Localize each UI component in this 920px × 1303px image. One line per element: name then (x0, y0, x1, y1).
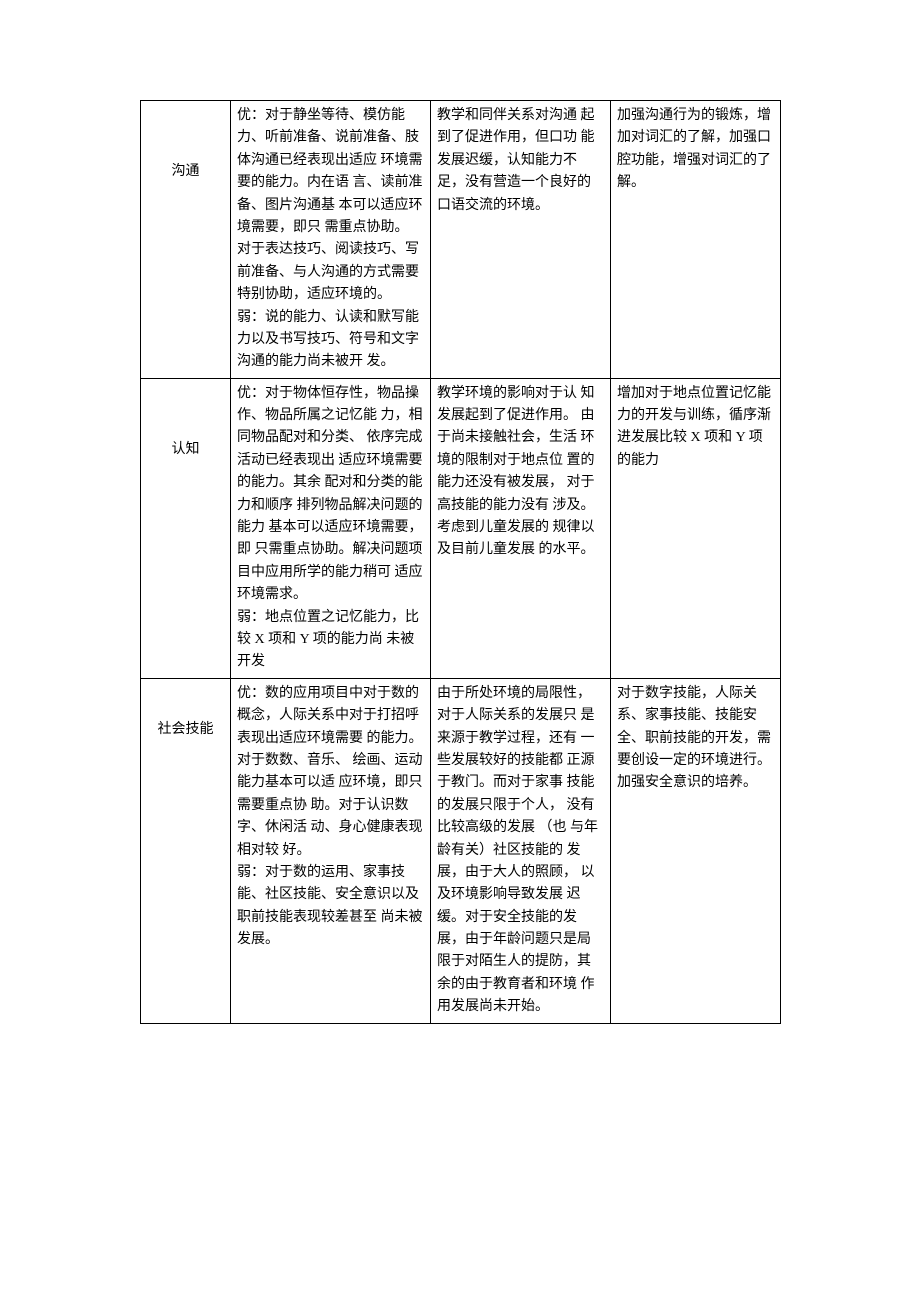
category-cell: 沟通 (141, 101, 231, 379)
strengths-weaknesses-cell: 优：对于静坐等待、模仿能力、听前准备、说前准备、肢体沟通已经表现出适应 环境需要… (231, 101, 431, 379)
table-row: 沟通 优：对于静坐等待、模仿能力、听前准备、说前准备、肢体沟通已经表现出适应 环… (141, 101, 781, 379)
strengths-weaknesses-cell: 优：对于物体恒存性，物品操作、物品所属之记忆能 力，相同物品配对和分类、 依序完… (231, 378, 431, 678)
table-row: 认知 优：对于物体恒存性，物品操作、物品所属之记忆能 力，相同物品配对和分类、 … (141, 378, 781, 678)
strengths-weaknesses-cell: 优：数的应用项目中对于数的概念，人际关系中对于打招呼表现出适应环境需要 的能力。… (231, 678, 431, 1023)
table-row: 社会技能 优：数的应用项目中对于数的概念，人际关系中对于打招呼表现出适应环境需要… (141, 678, 781, 1023)
environment-cell: 教学环境的影响对于认 知发展起到了促进作用。 由于尚未接触社会，生活 环境的限制… (431, 378, 611, 678)
category-cell: 认知 (141, 378, 231, 678)
category-cell: 社会技能 (141, 678, 231, 1023)
suggestion-cell: 增加对于地点位置记忆能力的开发与训练，循序渐进发展比较 X 项和 Y 项的能力 (611, 378, 781, 678)
suggestion-cell: 加强沟通行为的锻炼，增加对词汇的了解，加强口腔功能，增强对词汇的了解。 (611, 101, 781, 379)
environment-cell: 教学和同伴关系对沟通 起到了促进作用，但口功 能发展迟缓，认知能力不 足，没有营… (431, 101, 611, 379)
suggestion-cell: 对于数字技能，人际关系、家事技能、技能安全、职前技能的开发，需要创设一定的环境进… (611, 678, 781, 1023)
environment-cell: 由于所处环境的局限性，对于人际关系的发展只 是来源于教学过程，还有 一些发展较好… (431, 678, 611, 1023)
assessment-table: 沟通 优：对于静坐等待、模仿能力、听前准备、说前准备、肢体沟通已经表现出适应 环… (140, 100, 781, 1024)
